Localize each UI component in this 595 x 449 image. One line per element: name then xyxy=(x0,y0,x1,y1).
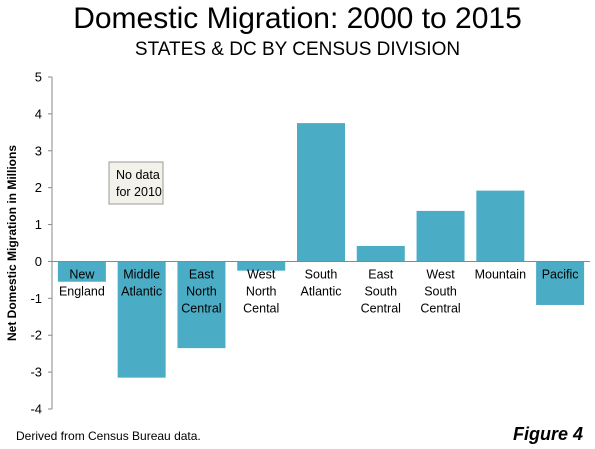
y-tick-label: -3 xyxy=(30,365,42,380)
bar xyxy=(237,261,286,271)
category-label: East North Central xyxy=(181,267,221,315)
y-tick-label: 3 xyxy=(35,143,42,158)
bar xyxy=(536,261,585,305)
figure-label: Figure 4 xyxy=(512,424,583,444)
y-tick-label: -1 xyxy=(30,291,42,306)
annotation-line-2: for 2010 xyxy=(116,185,162,199)
bars-layer xyxy=(57,123,585,378)
category-label: West North Cental xyxy=(243,267,279,315)
bar xyxy=(177,261,226,349)
category-label: East South Central xyxy=(361,267,401,315)
category-label: South Atlantic xyxy=(301,267,342,298)
bar xyxy=(117,261,166,378)
y-tick-label: 1 xyxy=(35,217,42,232)
category-labels: New England Middle Atlantic East North Central… xyxy=(59,267,579,315)
category-label: Middle Atlantic xyxy=(121,267,162,298)
category-label: Mountain xyxy=(475,267,526,281)
source-note: Derived from Census Bureau data. xyxy=(16,429,201,443)
category-label: Pacific xyxy=(542,267,579,281)
category-label: West South Central xyxy=(420,267,460,315)
bar xyxy=(356,245,405,262)
bar xyxy=(416,210,465,262)
y-tick-label: 0 xyxy=(35,254,42,269)
bar xyxy=(57,261,106,282)
y-tick-label: 4 xyxy=(35,106,42,121)
y-axis-label: Net Domestic Migration in Millions xyxy=(5,145,19,341)
no-data-annotation: No data for 2010 xyxy=(108,161,164,205)
y-tick-label: -4 xyxy=(30,402,42,417)
chart-subtitle: STATES & DC BY CENSUS DIVISION xyxy=(134,39,461,60)
chart-title: Domestic Migration: 2000 to 2015 xyxy=(73,2,522,35)
annotation-line-1: No data xyxy=(116,168,160,182)
y-tick-label: 2 xyxy=(35,180,42,195)
bar xyxy=(297,123,345,262)
y-tick-label: -2 xyxy=(30,328,42,343)
bar xyxy=(476,190,525,262)
category-label: New England xyxy=(59,267,105,298)
y-ticks: 5 4 3 2 1 0 -1 -2 -3 -4 xyxy=(30,70,52,417)
y-tick-label: 5 xyxy=(35,70,42,85)
